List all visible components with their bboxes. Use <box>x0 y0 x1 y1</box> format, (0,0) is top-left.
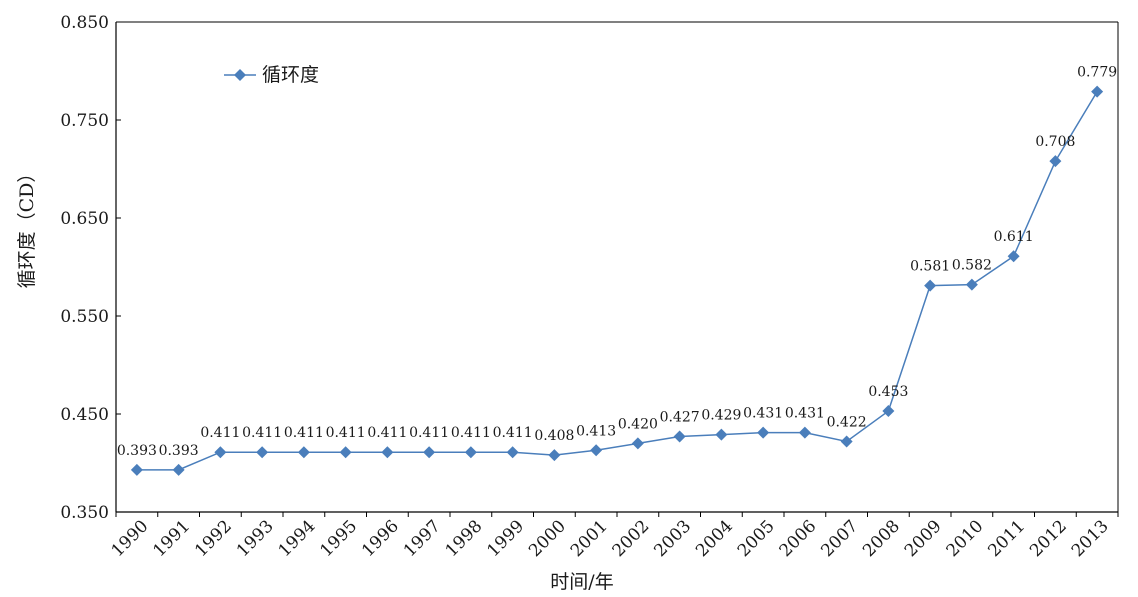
x-tick-label: 1993 <box>233 516 278 561</box>
x-tick-label: 1992 <box>191 516 236 561</box>
x-tick-label: 1997 <box>400 516 445 561</box>
x-tick-label: 2011 <box>984 516 1029 561</box>
x-tick-label: 2013 <box>1068 516 1113 561</box>
x-tick-label: 2003 <box>650 516 695 561</box>
y-tick-label: 0.550 <box>60 307 109 327</box>
data-point <box>172 463 185 476</box>
data-label: 0.411 <box>367 425 407 441</box>
data-label: 0.408 <box>534 428 574 444</box>
y-ticks: 0.350 0.450 0.550 0.650 0.750 0.850 <box>60 13 121 523</box>
data-point <box>798 426 811 439</box>
x-tick-label: 2009 <box>901 516 946 561</box>
data-label: 0.411 <box>493 425 533 441</box>
x-tick-label: 1994 <box>275 516 320 561</box>
x-tick-label: 2002 <box>609 516 654 561</box>
data-label: 0.429 <box>701 408 741 424</box>
data-point <box>965 278 978 291</box>
x-axis-title: 时间/年 <box>550 571 613 593</box>
x-tick-label: 1991 <box>149 516 194 561</box>
data-label: 0.453 <box>868 384 908 400</box>
data-point <box>1007 250 1020 263</box>
x-tick-label: 1990 <box>108 516 153 561</box>
data-point <box>297 446 310 459</box>
y-tick-label: 0.350 <box>60 503 109 523</box>
x-tick-label: 2000 <box>525 516 570 561</box>
x-tick-label: 1999 <box>483 516 528 561</box>
data-label: 0.411 <box>284 425 324 441</box>
data-point <box>882 405 895 418</box>
data-point <box>1049 155 1062 168</box>
x-tick-label: 2004 <box>692 516 737 561</box>
data-label: 0.431 <box>743 406 783 422</box>
data-label: 0.393 <box>159 443 199 459</box>
data-label: 0.420 <box>618 416 658 432</box>
data-point <box>631 437 644 450</box>
data-label: 0.413 <box>576 423 616 439</box>
series-line <box>136 91 1098 471</box>
data-label: 0.422 <box>827 414 867 430</box>
y-tick-label: 0.850 <box>60 13 109 33</box>
y-tick-label: 0.450 <box>60 405 109 425</box>
data-label: 0.581 <box>910 259 950 275</box>
x-ticks: 1990199119921993199419951996199719981999… <box>108 512 1119 561</box>
legend: 循环度 <box>224 64 319 86</box>
data-label: 0.708 <box>1035 134 1075 150</box>
x-tick-label: 2007 <box>817 516 862 561</box>
x-tick-label: 2012 <box>1026 516 1071 561</box>
data-point <box>924 279 937 292</box>
data-label: 0.411 <box>242 425 282 441</box>
data-point <box>840 435 853 448</box>
legend-label: 循环度 <box>262 64 319 86</box>
data-point <box>548 449 561 462</box>
data-point <box>757 426 770 439</box>
data-point <box>673 430 686 443</box>
data-point <box>715 428 728 441</box>
data-point <box>423 446 436 459</box>
data-point <box>464 446 477 459</box>
y-axis-title: 循环度（CD） <box>16 164 38 289</box>
data-label: 0.411 <box>326 425 366 441</box>
data-label: 0.393 <box>117 443 157 459</box>
legend-marker <box>234 69 246 81</box>
data-point <box>256 446 269 459</box>
data-point <box>214 446 227 459</box>
x-tick-label: 2010 <box>943 516 988 561</box>
data-point <box>506 446 519 459</box>
data-label: 0.427 <box>660 410 700 426</box>
data-label: 0.582 <box>952 258 992 274</box>
data-label: 0.411 <box>451 425 491 441</box>
data-label: 0.411 <box>409 425 449 441</box>
data-point <box>339 446 352 459</box>
x-tick-label: 2001 <box>567 516 612 561</box>
data-label: 0.431 <box>785 406 825 422</box>
series-group <box>130 85 1104 476</box>
x-tick-label: 2006 <box>776 516 821 561</box>
data-point <box>130 463 143 476</box>
x-tick-label: 1995 <box>316 516 361 561</box>
y-tick-label: 0.750 <box>60 111 109 131</box>
data-point <box>590 444 603 457</box>
x-tick-label: 2005 <box>734 516 779 561</box>
y-tick-label: 0.650 <box>60 209 109 229</box>
x-tick-label: 1996 <box>358 516 403 561</box>
x-tick-label: 2008 <box>859 516 904 561</box>
data-label: 0.779 <box>1077 65 1117 81</box>
data-point <box>1091 85 1104 98</box>
data-label: 0.411 <box>200 425 240 441</box>
x-tick-label: 1998 <box>442 516 487 561</box>
data-point <box>381 446 394 459</box>
data-label: 0.611 <box>994 229 1034 245</box>
